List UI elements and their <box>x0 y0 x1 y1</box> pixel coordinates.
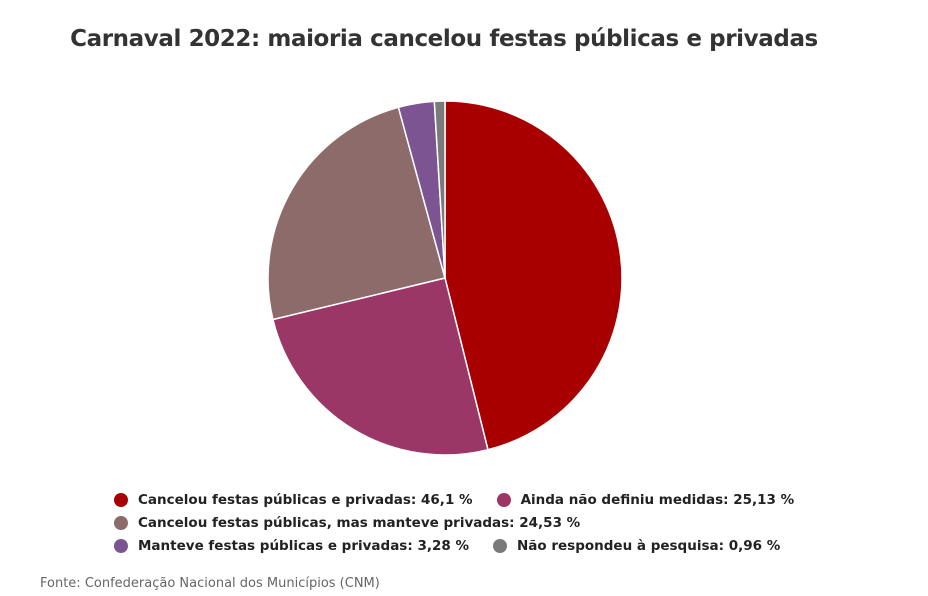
pie-slice-2[interactable] <box>272 277 489 456</box>
legend-row: Cancelou festas públicas e privadas: 46,… <box>114 490 818 513</box>
legend: Cancelou festas públicas e privadas: 46,… <box>114 490 818 559</box>
legend-item[interactable]: Não respondeu à pesquisa: 0,96 % <box>492 536 781 556</box>
legend-label: Ainda não definiu medidas: 25,13 % <box>520 492 795 508</box>
legend-label: Não respondeu à pesquisa: 0,96 % <box>516 538 781 554</box>
legend-label: Manteve festas públicas e privadas: 3,28… <box>138 538 469 554</box>
source-note: Fonte: Confederação Nacional dos Municíp… <box>40 576 380 591</box>
legend-swatch <box>114 516 128 530</box>
legend-item[interactable]: Cancelou festas públicas, mas manteve pr… <box>114 513 580 533</box>
legend-item[interactable]: Cancelou festas públicas e privadas: 46,… <box>114 490 473 510</box>
pie-slice-5[interactable] <box>433 100 446 279</box>
legend-item[interactable]: Ainda não definiu medidas: 25,13 % <box>496 490 795 510</box>
legend-swatch <box>492 539 507 553</box>
pie-slice-3[interactable] <box>267 106 446 321</box>
legend-label: Cancelou festas públicas e privadas: 46,… <box>138 492 473 508</box>
legend-swatch <box>114 539 128 553</box>
legend-item[interactable]: Manteve festas públicas e privadas: 3,28… <box>114 536 469 556</box>
legend-swatch <box>114 493 128 507</box>
legend-label: Cancelou festas públicas, mas manteve pr… <box>138 515 581 531</box>
pie-slice-1[interactable] <box>444 100 623 451</box>
pie-chart <box>267 100 623 456</box>
legend-row: Cancelou festas públicas, mas manteve pr… <box>114 513 818 536</box>
chart-title: Carnaval 2022: maioria cancelou festas p… <box>70 26 818 52</box>
legend-swatch <box>496 493 511 507</box>
legend-row: Manteve festas públicas e privadas: 3,28… <box>114 536 818 559</box>
pie-slices <box>267 100 623 456</box>
